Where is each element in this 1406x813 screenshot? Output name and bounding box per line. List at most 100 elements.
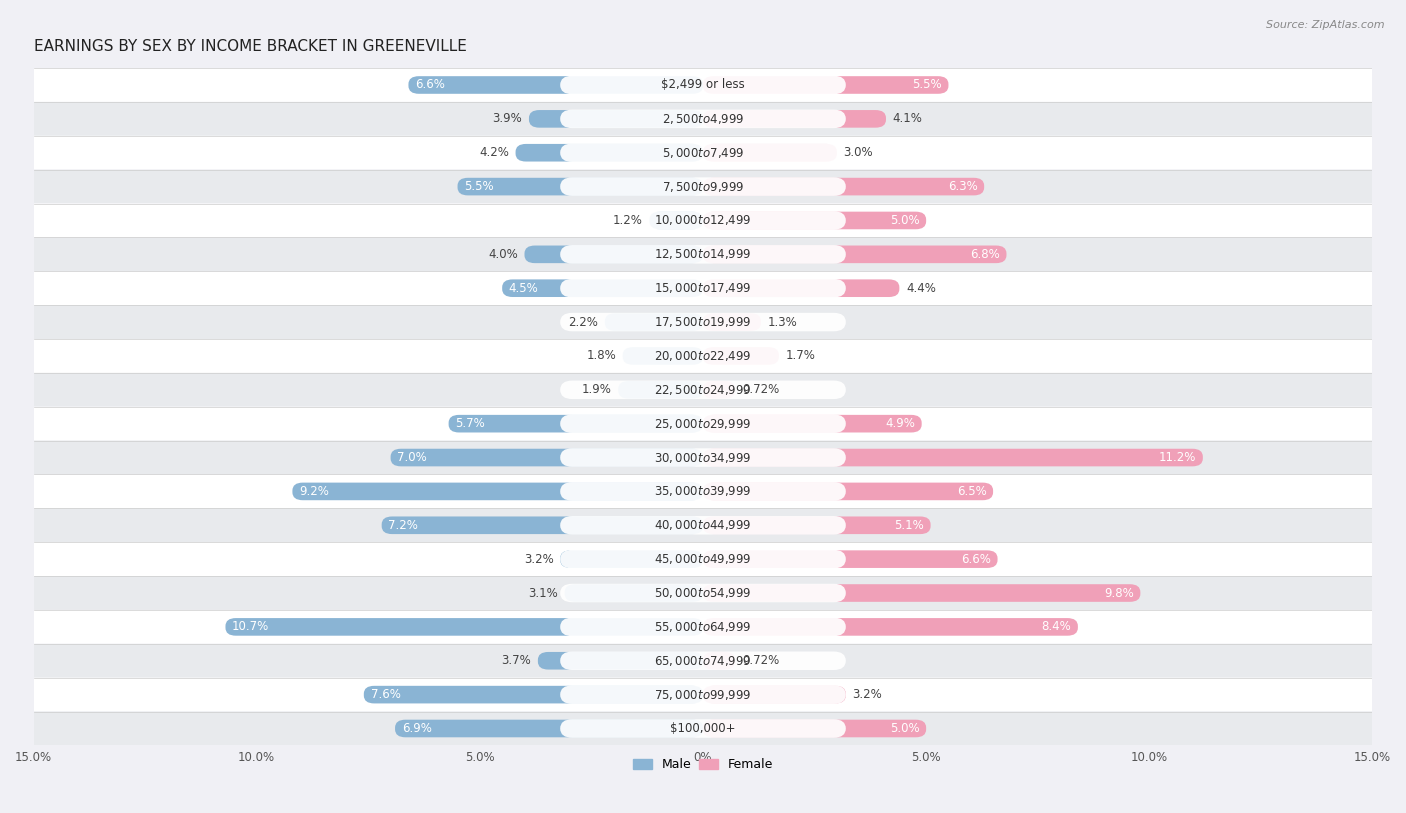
FancyBboxPatch shape [395, 720, 703, 737]
FancyBboxPatch shape [34, 508, 1372, 542]
Text: $17,500 to $19,999: $17,500 to $19,999 [654, 315, 752, 329]
FancyBboxPatch shape [560, 313, 846, 332]
Text: 1.3%: 1.3% [768, 315, 797, 328]
FancyBboxPatch shape [560, 618, 846, 636]
Text: $40,000 to $44,999: $40,000 to $44,999 [654, 518, 752, 533]
FancyBboxPatch shape [529, 110, 703, 128]
FancyBboxPatch shape [381, 516, 703, 534]
Text: $50,000 to $54,999: $50,000 to $54,999 [654, 586, 752, 600]
FancyBboxPatch shape [560, 110, 846, 128]
Text: $22,500 to $24,999: $22,500 to $24,999 [654, 383, 752, 397]
FancyBboxPatch shape [449, 415, 703, 433]
Text: 4.1%: 4.1% [893, 112, 922, 125]
Text: 5.1%: 5.1% [894, 519, 924, 532]
FancyBboxPatch shape [34, 576, 1372, 610]
Text: $35,000 to $39,999: $35,000 to $39,999 [654, 485, 752, 498]
FancyBboxPatch shape [703, 550, 997, 568]
Text: 1.8%: 1.8% [586, 350, 616, 363]
FancyBboxPatch shape [560, 550, 846, 568]
FancyBboxPatch shape [364, 686, 703, 703]
Text: 6.5%: 6.5% [956, 485, 987, 498]
Text: 5.0%: 5.0% [890, 722, 920, 735]
FancyBboxPatch shape [34, 610, 1372, 644]
Text: 4.2%: 4.2% [479, 146, 509, 159]
FancyBboxPatch shape [34, 542, 1372, 576]
Text: $15,000 to $17,499: $15,000 to $17,499 [654, 281, 752, 295]
FancyBboxPatch shape [703, 415, 922, 433]
FancyBboxPatch shape [560, 279, 846, 298]
Text: 9.8%: 9.8% [1104, 586, 1133, 599]
Text: 7.2%: 7.2% [388, 519, 418, 532]
FancyBboxPatch shape [703, 686, 846, 703]
FancyBboxPatch shape [560, 550, 703, 568]
FancyBboxPatch shape [605, 313, 703, 331]
Text: 10.7%: 10.7% [232, 620, 270, 633]
Text: 4.0%: 4.0% [488, 248, 517, 261]
FancyBboxPatch shape [623, 347, 703, 365]
Text: 5.7%: 5.7% [456, 417, 485, 430]
FancyBboxPatch shape [703, 381, 735, 398]
FancyBboxPatch shape [457, 178, 703, 195]
FancyBboxPatch shape [703, 347, 779, 365]
FancyBboxPatch shape [34, 305, 1372, 339]
Text: $5,000 to $7,499: $5,000 to $7,499 [662, 146, 744, 159]
Text: $30,000 to $34,999: $30,000 to $34,999 [654, 450, 752, 464]
FancyBboxPatch shape [34, 68, 1372, 102]
Text: 6.6%: 6.6% [960, 553, 991, 566]
Text: 5.0%: 5.0% [890, 214, 920, 227]
FancyBboxPatch shape [34, 237, 1372, 272]
FancyBboxPatch shape [34, 644, 1372, 678]
FancyBboxPatch shape [409, 76, 703, 93]
FancyBboxPatch shape [560, 482, 846, 501]
FancyBboxPatch shape [34, 339, 1372, 373]
Text: 6.3%: 6.3% [948, 180, 977, 193]
Text: $2,500 to $4,999: $2,500 to $4,999 [662, 112, 744, 126]
FancyBboxPatch shape [34, 170, 1372, 203]
Text: 0.72%: 0.72% [742, 383, 779, 396]
FancyBboxPatch shape [560, 651, 846, 670]
Text: $65,000 to $74,999: $65,000 to $74,999 [654, 654, 752, 667]
FancyBboxPatch shape [619, 381, 703, 398]
FancyBboxPatch shape [703, 720, 927, 737]
FancyBboxPatch shape [292, 483, 703, 500]
Text: 5.5%: 5.5% [912, 79, 942, 92]
FancyBboxPatch shape [538, 652, 703, 670]
FancyBboxPatch shape [560, 143, 846, 162]
FancyBboxPatch shape [34, 475, 1372, 508]
Text: 6.8%: 6.8% [970, 248, 1000, 261]
Text: $20,000 to $22,499: $20,000 to $22,499 [654, 349, 752, 363]
FancyBboxPatch shape [560, 245, 846, 263]
Text: 7.6%: 7.6% [371, 688, 401, 701]
Text: 3.9%: 3.9% [492, 112, 522, 125]
FancyBboxPatch shape [560, 380, 846, 399]
Text: $100,000+: $100,000+ [671, 722, 735, 735]
FancyBboxPatch shape [34, 136, 1372, 170]
FancyBboxPatch shape [516, 144, 703, 162]
FancyBboxPatch shape [502, 280, 703, 297]
FancyBboxPatch shape [703, 449, 1204, 467]
FancyBboxPatch shape [34, 678, 1372, 711]
Text: 11.2%: 11.2% [1159, 451, 1197, 464]
Text: 4.9%: 4.9% [886, 417, 915, 430]
FancyBboxPatch shape [703, 144, 837, 162]
FancyBboxPatch shape [34, 441, 1372, 475]
FancyBboxPatch shape [703, 211, 927, 229]
FancyBboxPatch shape [225, 618, 703, 636]
Text: 3.7%: 3.7% [502, 654, 531, 667]
FancyBboxPatch shape [34, 406, 1372, 441]
Text: $10,000 to $12,499: $10,000 to $12,499 [654, 214, 752, 228]
Text: Source: ZipAtlas.com: Source: ZipAtlas.com [1267, 20, 1385, 30]
FancyBboxPatch shape [34, 102, 1372, 136]
FancyBboxPatch shape [34, 272, 1372, 305]
Text: $2,499 or less: $2,499 or less [661, 79, 745, 92]
Text: $12,500 to $14,999: $12,500 to $14,999 [654, 247, 752, 261]
FancyBboxPatch shape [703, 246, 1007, 263]
FancyBboxPatch shape [560, 685, 846, 704]
Text: 9.2%: 9.2% [299, 485, 329, 498]
FancyBboxPatch shape [524, 246, 703, 263]
Text: 5.5%: 5.5% [464, 180, 494, 193]
Text: $25,000 to $29,999: $25,000 to $29,999 [654, 417, 752, 431]
Text: $55,000 to $64,999: $55,000 to $64,999 [654, 620, 752, 634]
FancyBboxPatch shape [703, 618, 1078, 636]
Text: 6.9%: 6.9% [402, 722, 432, 735]
